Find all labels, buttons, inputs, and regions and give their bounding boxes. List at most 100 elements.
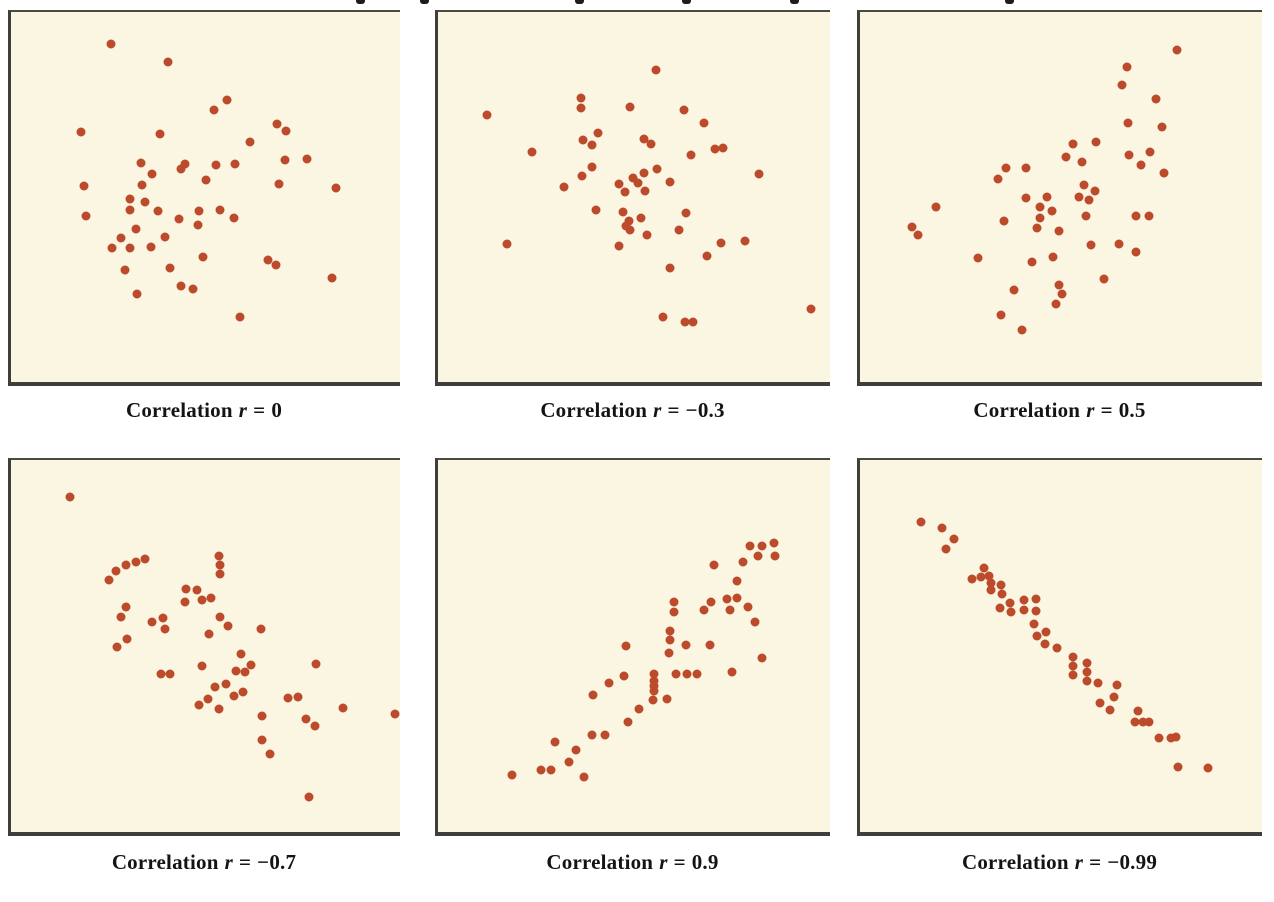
caption-value: −0.99 <box>1107 849 1158 874</box>
scatter-point <box>304 792 314 802</box>
scatter-point <box>256 624 266 634</box>
scatter-point <box>681 208 691 218</box>
caption-variable: r <box>238 397 248 422</box>
caption-variable: r <box>1074 849 1084 874</box>
scatter-point <box>215 205 225 215</box>
scatter-point <box>633 178 643 188</box>
scatter-point <box>757 653 767 663</box>
scatter-point <box>1203 763 1213 773</box>
scatter-point <box>1105 705 1115 715</box>
scatter-point <box>1159 168 1168 178</box>
scatter-point <box>620 187 630 197</box>
scatter-point <box>301 714 311 724</box>
caption-value: −0.7 <box>257 849 297 874</box>
scatter-point <box>1095 698 1105 708</box>
scatter-point <box>931 202 941 212</box>
scatter-point <box>310 721 320 731</box>
scatter-point <box>192 585 202 595</box>
scatter-point <box>194 206 204 216</box>
scatter-point <box>203 694 213 704</box>
scatter-point <box>941 544 951 554</box>
scatter-point <box>104 575 114 585</box>
scatter-point <box>976 572 986 582</box>
scatter-point <box>271 260 281 270</box>
scatterplot-panel-r-neg0_3 <box>435 10 830 386</box>
scatter-point <box>229 213 239 223</box>
scatter-point <box>1171 732 1181 742</box>
scatterplot-r0_9 <box>438 460 830 832</box>
scatter-point <box>639 168 649 178</box>
scatter-point <box>507 770 517 780</box>
scatter-point <box>579 772 589 782</box>
scatter-point <box>153 206 163 216</box>
scatter-point <box>246 660 256 670</box>
scatter-point <box>338 703 348 713</box>
caption-value: 0.5 <box>1118 397 1146 422</box>
scatter-point <box>604 678 614 688</box>
scatter-point <box>176 281 186 291</box>
scatter-point <box>732 593 742 603</box>
scatter-point <box>1109 692 1119 702</box>
scatter-point <box>1068 139 1078 149</box>
scatter-point <box>937 523 947 533</box>
scatter-point <box>125 194 135 204</box>
scatter-point <box>302 154 312 164</box>
scatter-point <box>1009 285 1019 295</box>
scatter-point <box>665 626 675 636</box>
scatter-point <box>680 317 690 327</box>
scatter-point <box>1017 325 1027 335</box>
scatter-point <box>1154 733 1164 743</box>
scatter-point <box>1031 594 1041 604</box>
scatter-point <box>709 560 719 570</box>
scatter-point <box>1077 157 1087 167</box>
scatter-point <box>649 686 659 696</box>
scatter-point <box>1090 186 1100 196</box>
scatter-point <box>652 164 662 174</box>
scatter-point <box>1117 80 1127 90</box>
scatter-point <box>628 173 638 183</box>
scatter-point <box>949 534 959 544</box>
scatter-point <box>116 612 126 622</box>
caption-equals: = <box>673 849 686 874</box>
scatter-point <box>770 551 780 561</box>
scatterplot-panel-r-neg0_7 <box>8 458 400 836</box>
scatter-point <box>214 704 224 714</box>
scatter-point <box>176 164 186 174</box>
scatter-point <box>327 273 337 283</box>
scatter-point <box>125 205 135 215</box>
scatter-point <box>999 216 1008 226</box>
scatter-point <box>996 310 1006 320</box>
scatter-point <box>1068 670 1078 680</box>
scatter-point <box>156 669 166 679</box>
scatter-point <box>997 589 1006 599</box>
scatter-point <box>112 642 122 652</box>
scatter-point <box>238 687 248 697</box>
scatter-point <box>79 181 89 191</box>
scatter-point <box>116 233 126 243</box>
scatter-point <box>180 159 190 169</box>
scatter-point <box>725 605 735 615</box>
scatter-point <box>625 225 635 235</box>
scatter-point <box>806 304 816 314</box>
scatter-point <box>1086 240 1096 250</box>
scatter-point <box>240 667 250 677</box>
scatter-point <box>732 576 742 586</box>
panel-caption-r0_9: Correlation r = 0.9 <box>435 846 830 878</box>
scatter-point <box>979 563 989 572</box>
scatter-point <box>600 730 610 740</box>
scatter-point <box>1122 62 1132 72</box>
scatter-point <box>265 749 275 759</box>
scatter-point <box>214 551 224 561</box>
scatter-point <box>274 179 284 189</box>
scatter-point <box>1144 717 1154 727</box>
scatter-point <box>194 700 204 710</box>
scatter-point <box>146 242 156 252</box>
cropped-title-fragment <box>575 0 584 4</box>
scatter-point <box>745 541 755 551</box>
scatter-point <box>907 222 917 232</box>
scatter-point <box>649 676 659 686</box>
scatter-point <box>646 139 656 149</box>
scatterplot-panel-r0 <box>8 10 400 386</box>
scatter-point <box>571 745 581 755</box>
scatter-point <box>986 585 996 595</box>
